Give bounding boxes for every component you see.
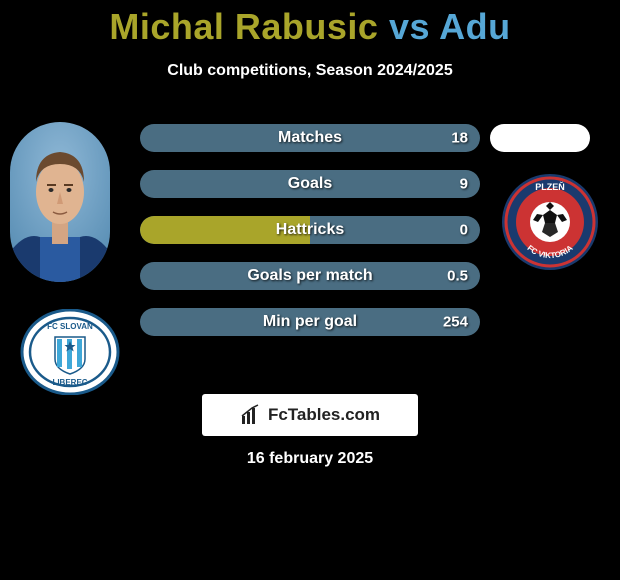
player2-photo (490, 124, 590, 152)
stat-right-value: 254 (443, 314, 468, 331)
player2-club-badge: PLZEŇ FC VIKTORIA (500, 172, 600, 272)
stat-bar: Min per goal 254 (140, 308, 480, 336)
svg-text:PLZEŇ: PLZEŇ (535, 181, 565, 192)
stat-right-value: 18 (451, 130, 468, 147)
stat-bar: Goals 9 (140, 170, 480, 198)
site-brand-label: FcTables.com (268, 405, 380, 425)
generated-date: 16 february 2025 (247, 450, 373, 468)
stat-label: Hattricks (276, 221, 344, 239)
stat-label: Goals (288, 175, 332, 193)
player1-club-badge: FC SLOVAN LIBEREC (20, 309, 120, 395)
player1-photo (10, 122, 110, 282)
title-vs: vs (378, 6, 439, 47)
stat-bar: Hattricks 0 (140, 216, 480, 244)
stat-bars: Matches 18 Goals 9 Hattricks 0 Goals per match… (140, 124, 480, 354)
subtitle: Club competitions, Season 2024/2025 (0, 62, 620, 80)
site-brand-chip: FcTables.com (202, 394, 418, 436)
stat-bar: Matches 18 (140, 124, 480, 152)
stat-right-value: 9 (460, 176, 468, 193)
stat-right-value: 0.5 (447, 268, 468, 285)
title-player2: Adu (439, 6, 510, 47)
svg-text:FC SLOVAN: FC SLOVAN (47, 322, 93, 331)
svg-text:LIBEREC: LIBEREC (52, 378, 87, 387)
title-player1: Michal Rabusic (109, 6, 378, 47)
stat-right-value: 0 (460, 222, 468, 239)
stat-label: Goals per match (247, 267, 372, 285)
stat-label: Matches (278, 129, 342, 147)
comparison-title: Michal Rabusic vs Adu (0, 0, 620, 48)
chart-icon (240, 404, 262, 426)
stat-label: Min per goal (263, 313, 357, 331)
stat-bar: Goals per match 0.5 (140, 262, 480, 290)
